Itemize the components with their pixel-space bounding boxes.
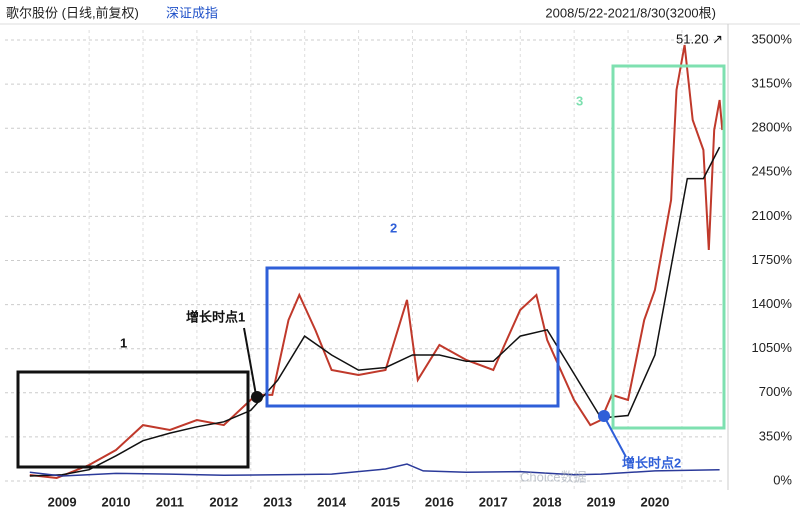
y-tick-label: 2100% [752,208,793,223]
y-tick-label: 3500% [752,31,793,46]
x-tick-label: 2014 [317,494,347,509]
y-tick-label: 1750% [752,252,793,267]
x-tick-label: 2012 [209,494,238,509]
y-tick-label: 3150% [752,76,793,91]
chart-title: 歌尔股份 (日线,前复权) [6,5,139,20]
annotation: 增长时点1 [186,309,245,324]
box-label: 3 [576,93,583,108]
y-tick-label: 2450% [752,164,793,179]
watermark: Choice数据 [520,469,586,484]
series-line [29,463,720,477]
max-label: 51.20 ↗ [676,31,723,46]
x-tick-label: 2017 [479,494,508,509]
box-2 [265,266,560,408]
y-tick-label: 700% [759,384,793,399]
annotation-dot [251,391,263,403]
annotation: 增长时点2 [622,455,681,470]
y-tick-label: 2800% [752,120,793,135]
y-tick-label: 1050% [752,340,793,355]
x-tick-label: 2009 [48,494,77,509]
annotation-dot [598,410,610,422]
x-tick-label: 2015 [371,494,400,509]
x-tick-label: 2011 [156,494,184,509]
x-tick-label: 2016 [425,494,454,509]
x-tick-label: 2013 [263,494,292,509]
date-range: 2008/5/22-2021/8/30(3200根) [545,5,716,20]
y-tick-label: 0% [773,472,792,487]
box-label: 2 [390,220,397,235]
annotation-arrow [604,417,627,458]
y-tick-label: 1400% [752,296,793,311]
annotation-arrow [243,327,257,396]
box-3 [611,64,726,430]
x-tick-label: 2010 [102,494,131,509]
box-1 [16,370,250,469]
series-line [29,146,721,477]
y-tick-label: 350% [759,428,793,443]
x-tick-label: 2020 [640,494,669,509]
index-name: 深证成指 [166,5,218,20]
x-tick-label: 2019 [587,494,616,509]
x-tick-label: 2018 [533,494,562,509]
box-label: 1 [120,335,127,350]
